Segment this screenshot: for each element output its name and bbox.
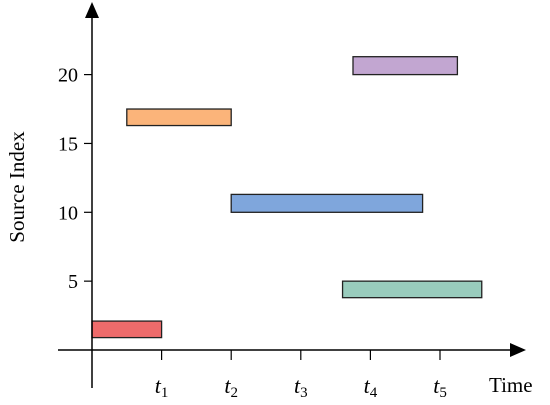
x-tick-label-3: t3 <box>294 373 308 401</box>
interval-bar-1 <box>91 320 163 339</box>
y-axis-title: Source Index <box>5 131 29 243</box>
x-tick-label-2: t2 <box>224 373 238 401</box>
y-tick-label-5: 5 <box>68 271 78 293</box>
bars-layer <box>91 56 483 339</box>
y-tick-label-20: 20 <box>58 65 78 87</box>
x-tick-label-5: t5 <box>433 373 447 401</box>
interval-bar-2 <box>126 108 232 127</box>
y-axis-arrowhead <box>85 2 99 18</box>
y-tick-label-15: 15 <box>58 133 78 155</box>
x-axis-arrowhead <box>510 343 526 357</box>
interval-bar-3 <box>230 193 424 213</box>
y-tick-label-10: 10 <box>58 202 78 224</box>
ticks-layer: 5 10 15 20 t1 t2 t3 t4 t5 <box>58 65 447 401</box>
x-tick-label-4: t4 <box>364 373 378 401</box>
x-tick-label-1: t1 <box>155 373 169 401</box>
x-axis-title: Time <box>489 373 533 397</box>
interval-bar-4 <box>341 280 483 299</box>
interval-bar-5 <box>352 56 459 76</box>
